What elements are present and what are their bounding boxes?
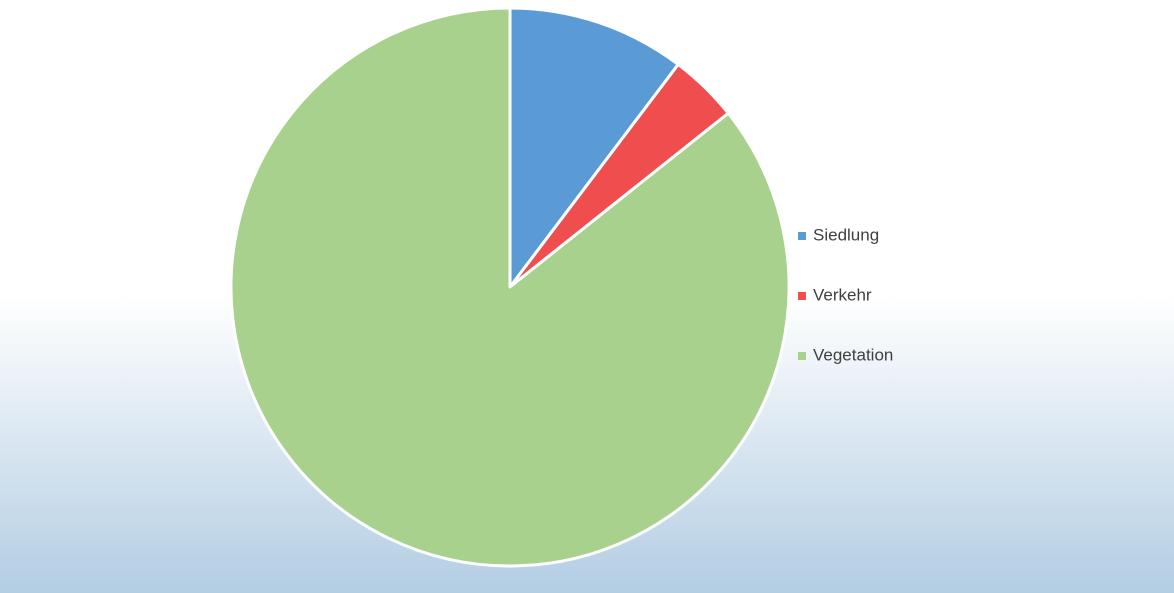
pie-slice: [508, 6, 680, 289]
legend-label: Verkehr: [813, 285, 872, 304]
legend-label: Siedlung: [813, 225, 879, 244]
pie-slice: [229, 6, 791, 568]
legend-swatch: [798, 232, 806, 240]
legend-swatch: [798, 292, 806, 300]
legend-label: Vegetation: [813, 345, 893, 364]
legend-swatch: [798, 352, 806, 360]
